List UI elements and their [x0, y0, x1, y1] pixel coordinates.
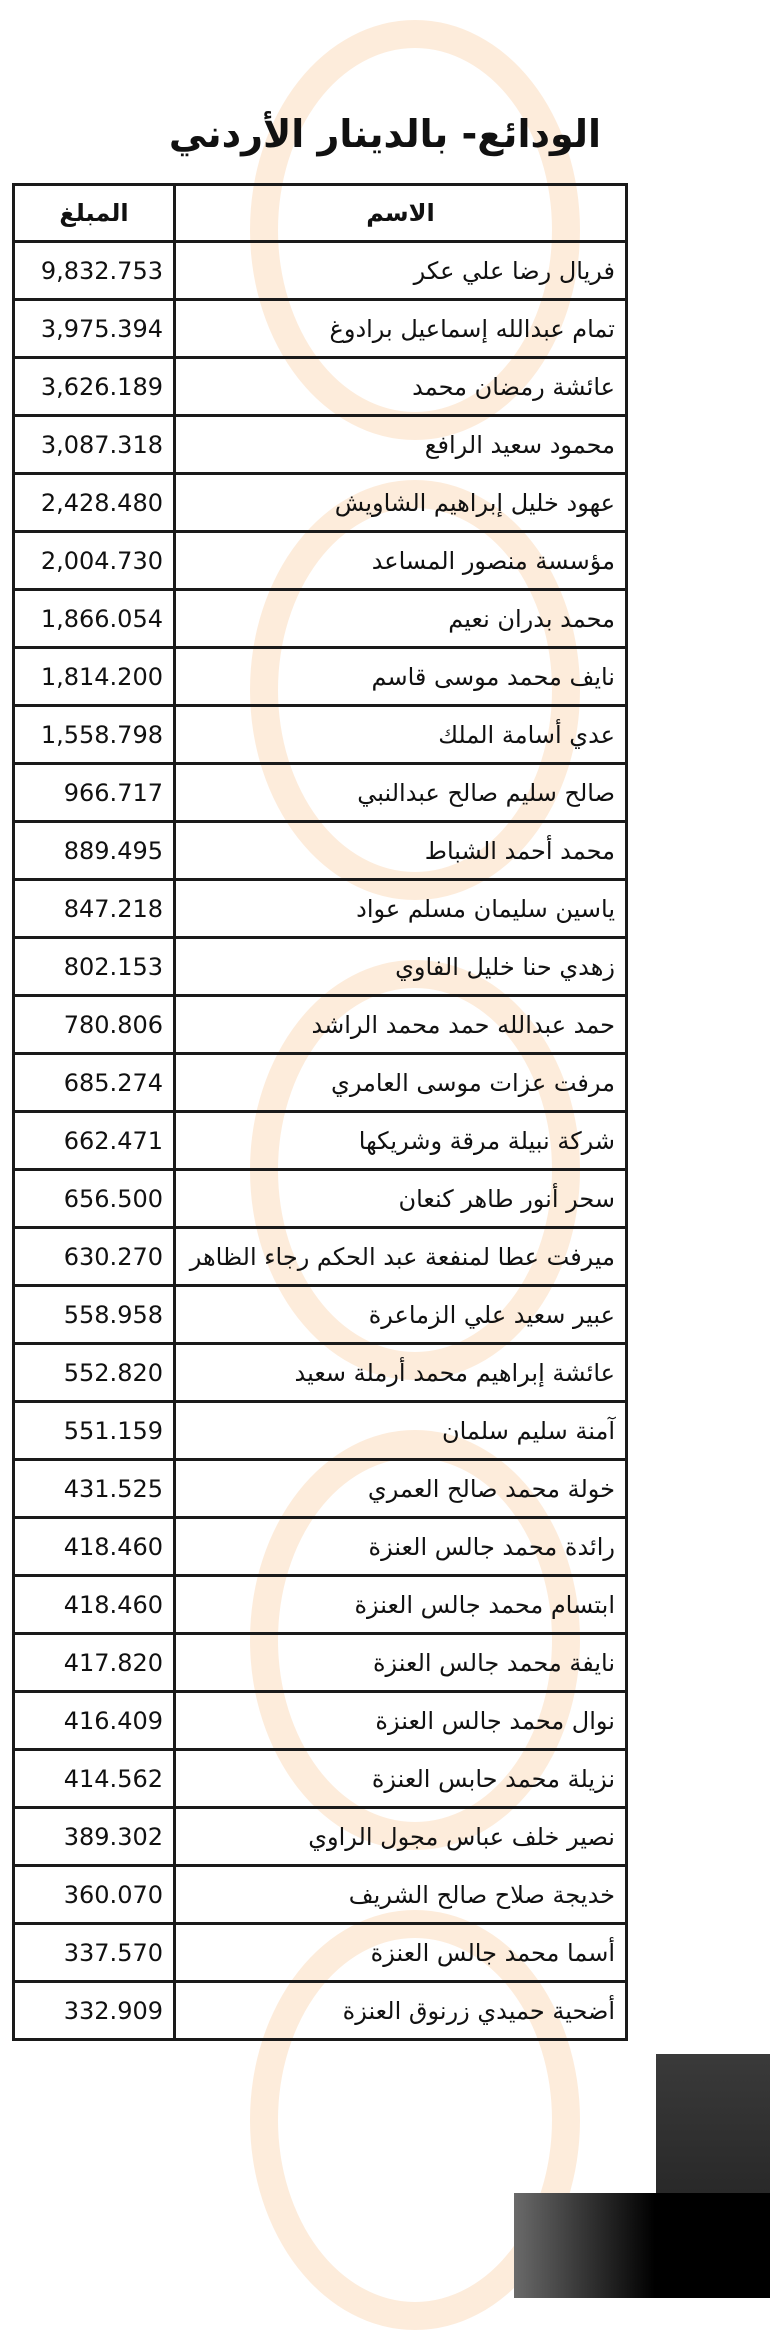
amount-cell: 802.153 [12, 936, 176, 997]
table-row: رائدة محمد جالس العنزة 418.460 [12, 1516, 628, 1577]
dark-overlay-block [514, 2193, 770, 2298]
name-cell: نزيلة محمد حابس العنزة [173, 1748, 628, 1809]
name-cell: نايف محمد موسى قاسم [173, 646, 628, 707]
amount-cell: 431.525 [12, 1458, 176, 1519]
name-cell: عدي أسامة الملك [173, 704, 628, 765]
name-cell: سحر أنور طاهر كنعان [173, 1168, 628, 1229]
amount-cell: 2,004.730 [12, 530, 176, 591]
name-cell: شركة نبيلة مرقة وشريكها [173, 1110, 628, 1171]
table-row: خديجة صلاح صالح الشريف 360.070 [12, 1864, 628, 1925]
amount-cell: 847.218 [12, 878, 176, 939]
name-cell: حمد عبدالله حمد محمد الراشد [173, 994, 628, 1055]
amount-cell: 656.500 [12, 1168, 176, 1229]
amount-cell: 889.495 [12, 820, 176, 881]
table-row: نصير خلف عباس مجول الراوي 389.302 [12, 1806, 628, 1867]
deposits-table: الاسم المبلغ فريال رضا علي عكر 9,832.753 ت… [12, 183, 628, 2041]
name-cell: تمام عبدالله إسماعيل برادوغ [173, 298, 628, 359]
amount-cell: 418.460 [12, 1574, 176, 1635]
table-row: آمنة سليم سلمان 551.159 [12, 1400, 628, 1461]
name-cell: خولة محمد صالح العمري [173, 1458, 628, 1519]
column-header-amount: المبلغ [12, 183, 176, 243]
table-row: محمد أحمد الشباط 889.495 [12, 820, 628, 881]
amount-cell: 360.070 [12, 1864, 176, 1925]
table-row: شركة نبيلة مرقة وشريكها 662.471 [12, 1110, 628, 1171]
name-cell: عائشة رمضان محمد [173, 356, 628, 417]
table-row: صالح سليم صالح عبدالنبي 966.717 [12, 762, 628, 823]
table-header-row: الاسم المبلغ [12, 183, 628, 243]
name-cell: عائشة إبراهيم محمد أرملة سعيد [173, 1342, 628, 1403]
name-cell: زهدي حنا خليل الفاوي [173, 936, 628, 997]
name-cell: فريال رضا علي عكر [173, 240, 628, 301]
amount-cell: 966.717 [12, 762, 176, 823]
amount-cell: 417.820 [12, 1632, 176, 1693]
amount-cell: 1,558.798 [12, 704, 176, 765]
name-cell: مؤسسة منصور المساعد [173, 530, 628, 591]
table-row: خولة محمد صالح العمري 431.525 [12, 1458, 628, 1519]
amount-cell: 3,626.189 [12, 356, 176, 417]
name-cell: آمنة سليم سلمان [173, 1400, 628, 1461]
name-cell: محمود سعيد الرافع [173, 414, 628, 475]
table-row: سحر أنور طاهر كنعان 656.500 [12, 1168, 628, 1229]
name-cell: ميرفت عطا لمنفعة عبد الحكم رجاء الظاهر [173, 1226, 628, 1287]
name-cell: صالح سليم صالح عبدالنبي [173, 762, 628, 823]
name-cell: أسما محمد جالس العنزة [173, 1922, 628, 1983]
table-row: نزيلة محمد حابس العنزة 414.562 [12, 1748, 628, 1809]
name-cell: خديجة صلاح صالح الشريف [173, 1864, 628, 1925]
amount-cell: 418.460 [12, 1516, 176, 1577]
table-row: ابتسام محمد جالس العنزة 418.460 [12, 1574, 628, 1635]
table-row: مرفت عزات موسى العامري 685.274 [12, 1052, 628, 1113]
amount-cell: 662.471 [12, 1110, 176, 1171]
amount-cell: 389.302 [12, 1806, 176, 1867]
amount-cell: 332.909 [12, 1980, 176, 2041]
name-cell: رائدة محمد جالس العنزة [173, 1516, 628, 1577]
table-row: مؤسسة منصور المساعد 2,004.730 [12, 530, 628, 591]
table-row: نايفة محمد جالس العنزة 417.820 [12, 1632, 628, 1693]
table-row: محمود سعيد الرافع 3,087.318 [12, 414, 628, 475]
table-row: عدي أسامة الملك 1,558.798 [12, 704, 628, 765]
amount-cell: 780.806 [12, 994, 176, 1055]
amount-cell: 416.409 [12, 1690, 176, 1751]
name-cell: عبير سعيد علي الزماعرة [173, 1284, 628, 1345]
table-row: تمام عبدالله إسماعيل برادوغ 3,975.394 [12, 298, 628, 359]
table-row: عبير سعيد علي الزماعرة 558.958 [12, 1284, 628, 1345]
amount-cell: 2,428.480 [12, 472, 176, 533]
name-cell: ياسين سليمان مسلم عواد [173, 878, 628, 939]
amount-cell: 414.562 [12, 1748, 176, 1809]
amount-cell: 552.820 [12, 1342, 176, 1403]
table-row: محمد بدران نعيم 1,866.054 [12, 588, 628, 649]
name-cell: ابتسام محمد جالس العنزة [173, 1574, 628, 1635]
amount-cell: 1,814.200 [12, 646, 176, 707]
name-cell: محمد بدران نعيم [173, 588, 628, 649]
amount-cell: 551.159 [12, 1400, 176, 1461]
name-cell: نايفة محمد جالس العنزة [173, 1632, 628, 1693]
table-row: ياسين سليمان مسلم عواد 847.218 [12, 878, 628, 939]
table-row: نايف محمد موسى قاسم 1,814.200 [12, 646, 628, 707]
table-row: عائشة إبراهيم محمد أرملة سعيد 552.820 [12, 1342, 628, 1403]
name-cell: مرفت عزات موسى العامري [173, 1052, 628, 1113]
table-row: فريال رضا علي عكر 9,832.753 [12, 240, 628, 301]
amount-cell: 3,087.318 [12, 414, 176, 475]
name-cell: أضحية حميدي زرنوق العنزة [173, 1980, 628, 2041]
amount-cell: 9,832.753 [12, 240, 176, 301]
amount-cell: 630.270 [12, 1226, 176, 1287]
amount-cell: 558.958 [12, 1284, 176, 1345]
name-cell: عهود خليل إبراهيم الشاويش [173, 472, 628, 533]
table-row: عائشة رمضان محمد 3,626.189 [12, 356, 628, 417]
name-cell: محمد أحمد الشباط [173, 820, 628, 881]
amount-cell: 685.274 [12, 1052, 176, 1113]
table-row: أسما محمد جالس العنزة 337.570 [12, 1922, 628, 1983]
amount-cell: 337.570 [12, 1922, 176, 1983]
name-cell: نصير خلف عباس مجول الراوي [173, 1806, 628, 1867]
table-row: زهدي حنا خليل الفاوي 802.153 [12, 936, 628, 997]
table-row: حمد عبدالله حمد محمد الراشد 780.806 [12, 994, 628, 1055]
page-title: الودائع- بالدينار الأردني [168, 112, 602, 156]
column-header-name: الاسم [173, 183, 628, 243]
amount-cell: 1,866.054 [12, 588, 176, 649]
table-row: عهود خليل إبراهيم الشاويش 2,428.480 [12, 472, 628, 533]
table-row: نوال محمد جالس العنزة 416.409 [12, 1690, 628, 1751]
table-row: أضحية حميدي زرنوق العنزة 332.909 [12, 1980, 628, 2041]
name-cell: نوال محمد جالس العنزة [173, 1690, 628, 1751]
amount-cell: 3,975.394 [12, 298, 176, 359]
table-row: ميرفت عطا لمنفعة عبد الحكم رجاء الظاهر 63… [12, 1226, 628, 1287]
